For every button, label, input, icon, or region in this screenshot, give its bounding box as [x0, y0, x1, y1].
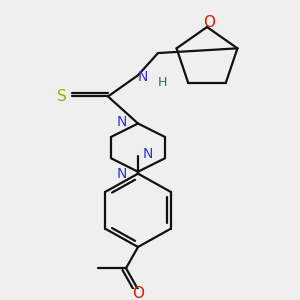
- Text: N: N: [117, 115, 127, 129]
- Text: O: O: [132, 286, 144, 300]
- Text: H: H: [157, 76, 167, 89]
- Text: N: N: [143, 147, 153, 161]
- Text: N: N: [138, 70, 148, 84]
- Text: N: N: [117, 167, 127, 181]
- Text: O: O: [203, 15, 215, 30]
- Text: S: S: [57, 89, 67, 104]
